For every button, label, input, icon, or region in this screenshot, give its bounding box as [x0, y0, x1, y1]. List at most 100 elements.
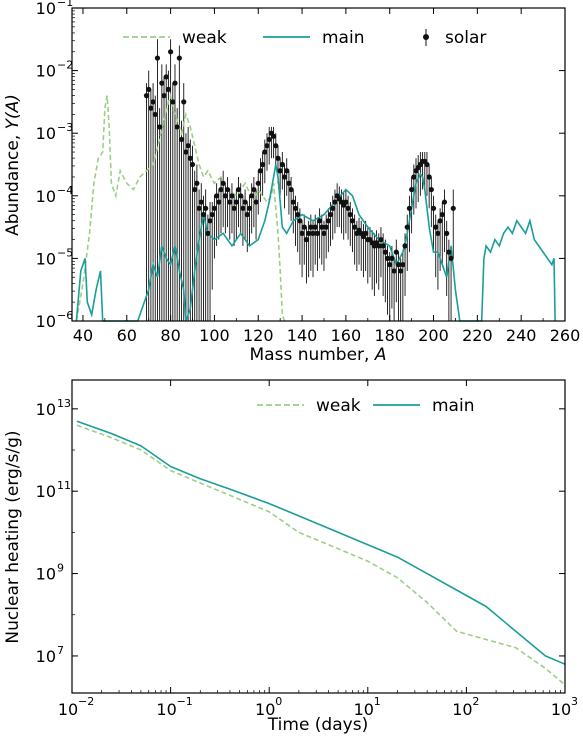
- x-tick-exponent: −2: [78, 695, 94, 708]
- y-tick-label: 10: [36, 249, 56, 268]
- abundance-x-axis-label: Mass number, A: [250, 345, 387, 365]
- y-tick-label: 10: [36, 187, 56, 206]
- solar-point: [146, 86, 152, 92]
- solar-point: [281, 174, 288, 180]
- y-tick-label: 10: [36, 400, 56, 419]
- solar-point: [170, 99, 176, 105]
- solar-point: [209, 211, 215, 218]
- solar-point: [200, 211, 207, 218]
- y-tick-exponent: 13: [57, 397, 71, 410]
- solar-point: [205, 230, 211, 236]
- solar-point: [148, 105, 154, 111]
- x-tick-label: 160: [331, 326, 362, 345]
- solar-point: [176, 55, 182, 61]
- solar-point: [152, 111, 158, 118]
- solar-point: [303, 237, 310, 243]
- solar-point: [393, 249, 399, 255]
- solar-point: [363, 230, 369, 236]
- x-tick-exponent: 1: [374, 695, 381, 708]
- solar-point: [389, 255, 395, 261]
- series-weak-line: [76, 424, 566, 686]
- solar-point: [306, 230, 312, 236]
- legend-main-label: main: [322, 28, 364, 48]
- y-tick-exponent: 7: [57, 644, 64, 657]
- solar-point: [314, 230, 321, 236]
- solar-point: [316, 218, 323, 224]
- solar-point: [224, 186, 231, 193]
- solar-point: [402, 243, 408, 249]
- series-weak-line: [75, 92, 286, 322]
- solar-point: [159, 80, 165, 86]
- solar-point: [332, 199, 338, 205]
- solar-point: [229, 193, 235, 199]
- solar-point: [181, 99, 187, 105]
- y-tick-exponent: −2: [57, 59, 73, 72]
- solar-point: [266, 136, 272, 143]
- solar-point: [378, 237, 384, 243]
- solar-point: [270, 133, 277, 139]
- solar-point: [183, 149, 189, 155]
- solar-point: [292, 205, 299, 211]
- series-main-line: [76, 420, 566, 665]
- solar-point: [428, 186, 434, 193]
- x-tick-label: 80: [160, 326, 180, 345]
- solar-point: [157, 124, 163, 130]
- solar-point: [349, 218, 356, 224]
- solar-point: [308, 224, 314, 230]
- solar-point: [409, 186, 415, 193]
- solar-point: [330, 205, 336, 211]
- solar-point: [446, 249, 452, 255]
- heating-x-ticks: 10 −2 10 −1 10 0 10 1 10 2 10 3: [58, 380, 578, 719]
- abundance-plot-area: [75, 39, 556, 322]
- heating-y-axis-label: Nuclear heating (erg/s/g): [3, 430, 23, 643]
- solar-point: [424, 161, 430, 168]
- y-tick-label: 10: [36, 0, 56, 18]
- solar-point: [391, 268, 397, 274]
- x-tick-label: 180: [374, 326, 405, 345]
- solar-point: [203, 205, 209, 211]
- heating-plot-frame: [71, 379, 566, 694]
- solar-point: [257, 168, 264, 174]
- solar-point: [163, 74, 169, 80]
- x-tick-label: 120: [243, 326, 274, 345]
- y-tick-label: 10: [36, 124, 56, 143]
- x-tick-label: 10: [255, 700, 275, 719]
- solar-point: [216, 199, 222, 205]
- abundance-legend: weak main solar: [123, 28, 486, 48]
- solar-point: [444, 230, 450, 236]
- solar-point: [192, 186, 198, 193]
- solar-point: [227, 199, 233, 205]
- solar-point: [387, 262, 393, 268]
- x-tick-label: 240: [506, 326, 537, 345]
- y-tick-exponent: −3: [57, 121, 73, 134]
- solar-point: [150, 99, 156, 105]
- solar-point: [185, 143, 191, 149]
- solar-point: [214, 193, 220, 199]
- solar-point: [251, 186, 257, 193]
- x-tick-label: 100: [199, 326, 230, 345]
- solar-point: [161, 93, 167, 99]
- solar-point: [249, 193, 255, 199]
- abundance-x-ticks: 40 60 80 100 120 140 160 180 200 220 240 260: [73, 8, 580, 345]
- solar-point: [382, 249, 388, 255]
- solar-point: [273, 143, 279, 149]
- solar-point: [312, 224, 318, 230]
- y-tick-exponent: −5: [57, 246, 73, 259]
- abundance-plot-frame: [71, 7, 566, 322]
- solar-point: [400, 262, 406, 268]
- solar-point: [255, 180, 261, 186]
- y-tick-exponent: −4: [57, 184, 73, 197]
- legend-solar-label: solar: [445, 28, 486, 48]
- y-tick-label: 10: [36, 482, 56, 501]
- solar-point: [343, 199, 349, 205]
- solar-point: [404, 224, 410, 230]
- solar-point: [352, 224, 358, 230]
- solar-point: [220, 180, 226, 186]
- abundance-y-ticks: 10−610−510−410−310−210−1: [36, 0, 565, 331]
- x-tick-exponent: 3: [571, 695, 578, 708]
- solar-point: [264, 143, 270, 149]
- solar-point: [231, 205, 237, 211]
- solar-point: [207, 218, 213, 224]
- y-tick-label: 10: [36, 647, 56, 666]
- x-tick-label: 40: [73, 326, 93, 345]
